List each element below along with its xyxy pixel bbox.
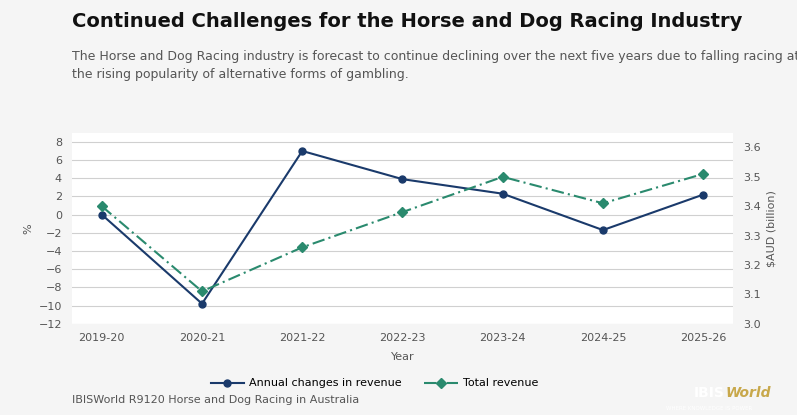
- X-axis label: Year: Year: [391, 352, 414, 362]
- Text: IBIS: IBIS: [694, 386, 724, 400]
- Y-axis label: %: %: [23, 223, 33, 234]
- Legend: Annual changes in revenue, Total revenue: Annual changes in revenue, Total revenue: [206, 374, 543, 393]
- Text: Continued Challenges for the Horse and Dog Racing Industry: Continued Challenges for the Horse and D…: [72, 12, 742, 32]
- Text: IBISWorld R9120 Horse and Dog Racing in Australia: IBISWorld R9120 Horse and Dog Racing in …: [72, 395, 359, 405]
- Text: The Horse and Dog Racing industry is forecast to continue declining over the nex: The Horse and Dog Racing industry is for…: [72, 50, 797, 81]
- Text: World: World: [725, 386, 771, 400]
- Text: WHERE KNOWLEDGE IS POWER: WHERE KNOWLEDGE IS POWER: [666, 406, 752, 411]
- Y-axis label: $AUD (billion): $AUD (billion): [766, 190, 776, 267]
